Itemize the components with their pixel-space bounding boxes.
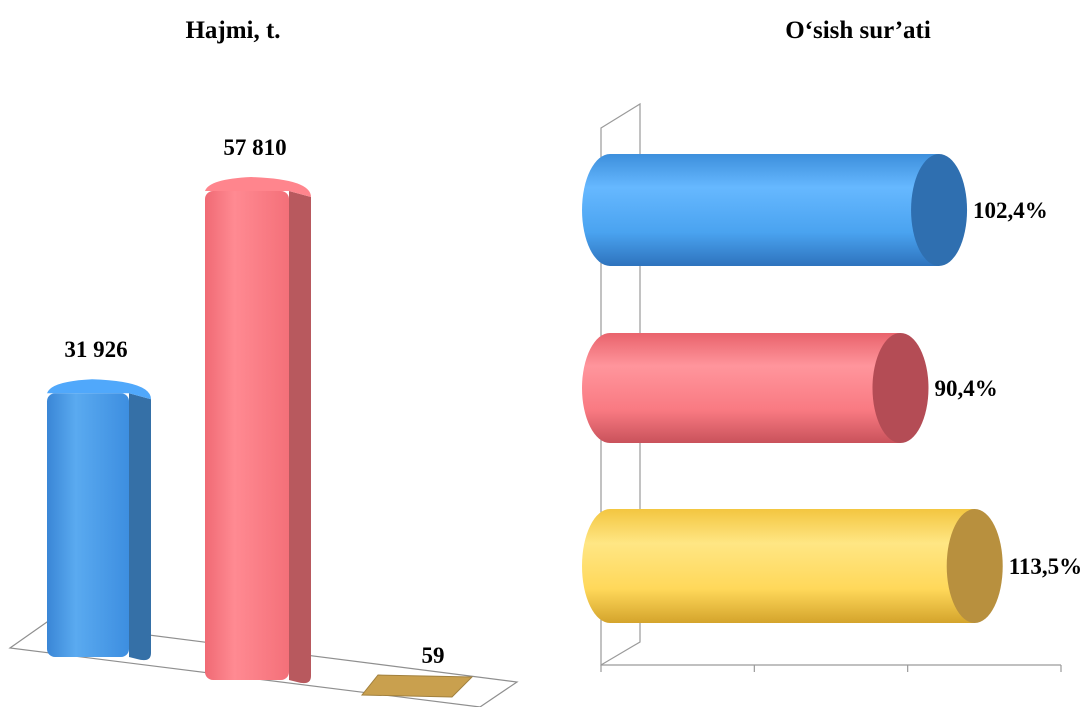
volume-bar-top [47,379,151,400]
volume-chart: Hajmi, t. 31 926 57 810 59 [8,17,519,707]
volume-bar [205,191,289,681]
growth-bar [582,509,975,623]
growth-bar [582,333,901,443]
volume-bar-value-label: 59 [422,643,445,668]
growth-chart: O‘sish sur’ati 102,4% 90,4% 113,5% [582,17,1081,672]
growth-chart-title: O‘sish sur’ati [785,17,931,44]
growth-bar-end [872,333,929,443]
volume-bar [47,393,129,657]
growth-bar-end [911,154,968,266]
growth-bar [582,154,940,266]
volume-bar-value-label: 31 926 [64,337,127,362]
growth-chart-ticks [600,665,1062,672]
growth-bar-end [946,509,1003,623]
volume-bar-side [289,191,311,684]
volume-bar [360,674,474,698]
volume-bar-value-label: 57 810 [223,135,286,160]
growth-bar-value-label: 90,4% [934,376,997,401]
volume-chart-title: Hajmi, t. [185,17,280,44]
volume-bar-top [205,177,311,198]
growth-bar-value-label: 113,5% [1009,554,1081,579]
growth-bar-value-label: 102,4% [973,198,1048,223]
volume-bar-side [129,393,151,661]
growth-bars: 102,4% 90,4% 113,5% [582,154,1081,623]
volume-bars: 31 926 57 810 59 [47,135,474,698]
